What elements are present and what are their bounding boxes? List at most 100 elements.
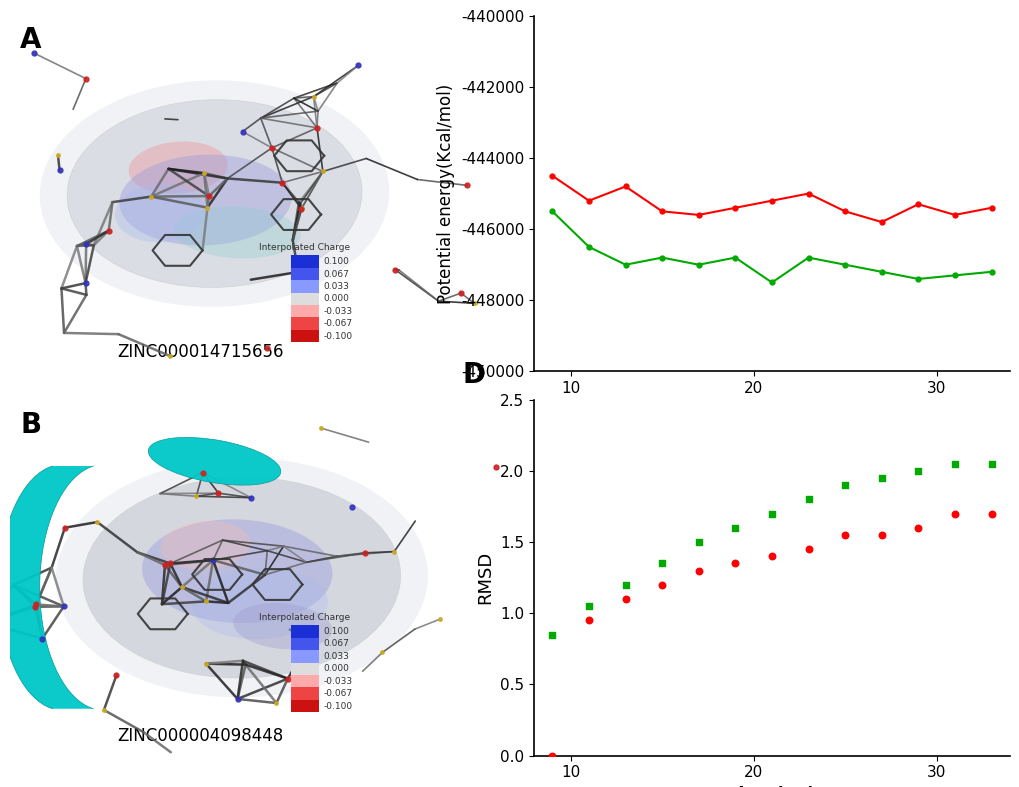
Text: -0.100: -0.100 xyxy=(323,701,353,711)
ZINC000014715656 xyxy=(729,203,741,212)
ZINC000014715656 xyxy=(546,171,558,180)
ZINC000014715656 xyxy=(909,522,925,534)
Bar xyxy=(290,317,319,330)
Ellipse shape xyxy=(173,206,301,258)
ZINC000014715656 xyxy=(580,614,596,626)
ZINC000004098448 xyxy=(802,253,814,262)
Ellipse shape xyxy=(148,438,280,485)
ZINC000014715656 xyxy=(946,508,962,520)
Y-axis label: Potential energy(Kcal/mol): Potential energy(Kcal/mol) xyxy=(437,83,455,304)
ZINC000014715656 xyxy=(982,508,999,520)
ZINC000004098448 xyxy=(874,267,887,276)
Text: 0.067: 0.067 xyxy=(323,639,350,648)
ZINC000014715656 xyxy=(802,189,814,198)
Ellipse shape xyxy=(115,183,205,242)
ZINC000014715656 xyxy=(839,207,851,216)
ZINC000004098448 xyxy=(727,522,743,534)
Ellipse shape xyxy=(160,521,251,570)
Ellipse shape xyxy=(67,100,362,287)
Bar xyxy=(290,268,319,280)
Y-axis label: RMSD: RMSD xyxy=(476,551,494,604)
Ellipse shape xyxy=(142,519,332,623)
Text: -0.033: -0.033 xyxy=(323,677,353,685)
ZINC000004098448 xyxy=(872,471,889,484)
Text: B: B xyxy=(20,411,42,438)
ZINC000004098448 xyxy=(580,600,596,612)
Ellipse shape xyxy=(56,458,427,697)
ZINC000014715656 xyxy=(727,557,743,570)
Text: 0.033: 0.033 xyxy=(323,282,350,291)
ZINC000014715656 xyxy=(616,593,633,605)
ZINC000004098448 xyxy=(546,207,558,216)
Text: 0.033: 0.033 xyxy=(323,652,350,661)
Ellipse shape xyxy=(119,154,291,246)
Ellipse shape xyxy=(233,603,332,649)
Ellipse shape xyxy=(128,142,227,194)
ZINC000004098448 xyxy=(911,274,923,283)
ZINC000014715656 xyxy=(544,749,560,762)
Ellipse shape xyxy=(192,568,328,639)
ZINC000004098448 xyxy=(982,457,999,470)
ZINC000004098448 xyxy=(837,479,853,492)
ZINC000014715656 xyxy=(653,578,669,591)
ZINC000004098448 xyxy=(765,278,777,287)
ZINC000014715656 xyxy=(690,564,706,577)
ZINC000014715656 xyxy=(582,196,594,205)
Ellipse shape xyxy=(40,80,389,307)
ZINC000014715656 xyxy=(655,207,667,216)
Bar xyxy=(290,255,319,268)
Text: ZINC000014715656: ZINC000014715656 xyxy=(116,342,283,360)
ZINC000004098448 xyxy=(544,628,560,641)
X-axis label: Time(ps): Time(ps) xyxy=(727,401,816,419)
Line: ZINC000004098448: ZINC000004098448 xyxy=(549,209,993,285)
Bar xyxy=(290,675,319,687)
Text: 0.100: 0.100 xyxy=(323,257,350,266)
ZINC000014715656 xyxy=(837,529,853,541)
ZINC000014715656 xyxy=(619,182,631,191)
Text: C: C xyxy=(463,0,483,5)
Text: 0.100: 0.100 xyxy=(323,627,350,636)
Bar xyxy=(290,637,319,650)
ZINC000004098448 xyxy=(984,267,997,276)
Line: ZINC000014715656: ZINC000014715656 xyxy=(549,173,993,224)
ZINC000004098448 xyxy=(800,493,816,506)
ZINC000014715656 xyxy=(800,543,816,556)
ZINC000004098448 xyxy=(763,508,780,520)
ZINC000004098448 xyxy=(909,464,925,477)
Text: 0.067: 0.067 xyxy=(323,269,350,279)
ZINC000004098448 xyxy=(729,253,741,262)
Text: ZINC000004098448: ZINC000004098448 xyxy=(117,727,283,745)
ZINC000004098448 xyxy=(655,253,667,262)
Text: Interpolated Charge: Interpolated Charge xyxy=(259,242,351,252)
Bar xyxy=(290,625,319,637)
ZINC000004098448 xyxy=(619,260,631,269)
Bar xyxy=(290,293,319,305)
ZINC000004098448 xyxy=(690,536,706,549)
X-axis label: Time(ps): Time(ps) xyxy=(727,785,816,787)
ZINC000014715656 xyxy=(911,200,923,209)
Text: Interpolated Charge: Interpolated Charge xyxy=(259,612,351,622)
ZINC000014715656 xyxy=(692,210,704,220)
Ellipse shape xyxy=(83,478,400,678)
Text: 0.000: 0.000 xyxy=(323,294,350,303)
ZINC000014715656 xyxy=(874,217,887,227)
ZINC000014715656 xyxy=(872,529,889,541)
ZINC000004098448 xyxy=(616,578,633,591)
ZINC000004098448 xyxy=(946,457,962,470)
Bar xyxy=(290,280,319,293)
Bar xyxy=(290,700,319,712)
ZINC000004098448 xyxy=(582,242,594,252)
Bar xyxy=(290,650,319,663)
Bar xyxy=(290,330,319,342)
ZINC000004098448 xyxy=(692,260,704,269)
ZINC000014715656 xyxy=(948,210,960,220)
ZINC000004098448 xyxy=(948,271,960,280)
Text: -0.067: -0.067 xyxy=(323,320,353,328)
ZINC000004098448 xyxy=(653,557,669,570)
ZINC000014715656 xyxy=(984,203,997,212)
Text: -0.067: -0.067 xyxy=(323,689,353,698)
Bar xyxy=(290,663,319,675)
Text: D: D xyxy=(463,361,485,390)
Text: -0.033: -0.033 xyxy=(323,307,353,316)
Text: A: A xyxy=(20,27,42,54)
